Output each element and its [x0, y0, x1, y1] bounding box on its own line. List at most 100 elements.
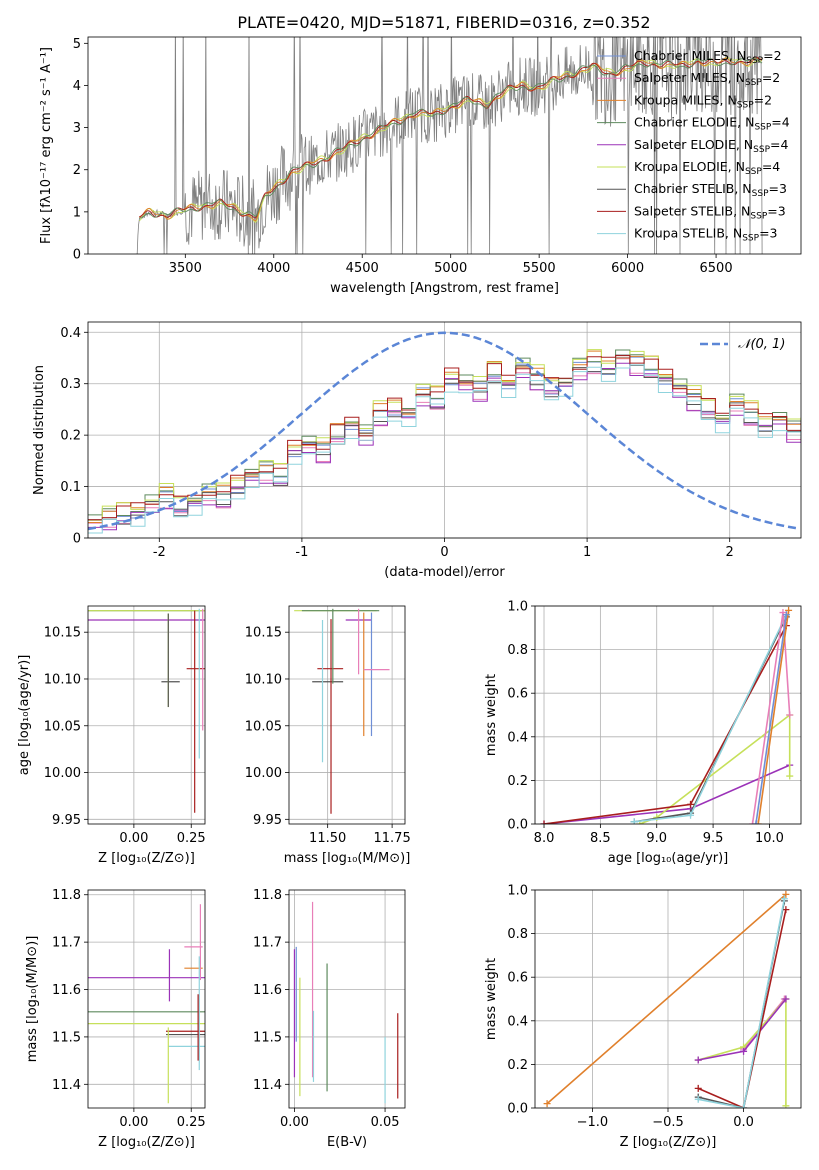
series-marker: [540, 820, 548, 824]
massweight_vs_age-panel: 8.0 8.5 9.0 9.5 10.0 0.0 0.2 0.4 0.6 0.8 1.0 age [l…: [484, 600, 802, 866]
y-tick-label: 0.6: [507, 687, 528, 702]
y-tick-label: 0.2: [60, 429, 81, 444]
x-axis-label: wavelength [Angstrom, rest frame]: [330, 281, 559, 296]
series-marker: [782, 906, 790, 914]
series-marker: [749, 820, 757, 824]
legend-entry: Chabrier ELODIE, NSSP=4: [634, 115, 790, 133]
axes-frame: [288, 605, 406, 825]
spectrum-legend: Chabrier MILES, NSSP=2 Salpeter MILES, NS…: [597, 48, 790, 244]
series-marker: [687, 800, 695, 808]
y-tick-label: 2: [73, 163, 81, 178]
x-axis-label: (data-model)/error: [384, 565, 505, 580]
y-tick-label: 11.8: [52, 888, 81, 903]
series-marker: [782, 890, 790, 898]
y-tick-label: 0.8: [507, 643, 528, 658]
legend-entry: Chabrier MILES, NSSP=2: [634, 48, 782, 66]
y-tick-label: 0.4: [60, 326, 81, 341]
y-axis-label: mass weight: [484, 674, 499, 756]
x-tick-label: -2: [153, 545, 166, 560]
y-tick-label: 0.0: [507, 818, 528, 833]
series-line-kroupa_elodie: [697, 996, 787, 1106]
histogram-step-salpeter_elodie: [88, 362, 801, 531]
y-tick-label: 1.0: [507, 884, 528, 899]
series-marker: [543, 1100, 551, 1108]
y-tick-label: 11.7: [253, 936, 282, 951]
series-line-salpeter_stelib: [543, 625, 788, 824]
series-line-salpeter_elodie: [543, 764, 791, 824]
y-tick-label: 0.0: [507, 1102, 528, 1117]
spectrum-model-line: [139, 56, 763, 219]
spectrum-data-line: [135, 37, 763, 254]
x-tick-label: 0.25: [177, 1115, 206, 1130]
y-tick-label: 3: [73, 121, 81, 136]
x-tick-label: 0.05: [371, 1115, 400, 1130]
y-tick-label: 10.00: [245, 766, 282, 781]
y-tick-label: 0.1: [60, 480, 81, 495]
y-tick-label: 0.6: [507, 971, 528, 986]
y-tick-label: 11.5: [253, 1030, 282, 1045]
legend-entry: Kroupa STELIB, NSSP=3: [634, 226, 778, 244]
residuals-panel: -2 -1 0 1 2 0 0.1 0.2 0.3 0.4 (data-model)/error No…: [32, 321, 802, 580]
figure-title: PLATE=0420, MJD=51871, FIBERID=0316, z=0…: [237, 13, 650, 32]
spectrum-model-line: [139, 57, 763, 219]
y-tick-label: 11.6: [52, 983, 81, 998]
x-tick-label: 5000: [434, 261, 467, 276]
axes-frame: [87, 36, 802, 255]
x-tick-label: 0.00: [119, 1115, 148, 1130]
series-marker: [694, 1056, 702, 1064]
histogram-step-salpeter_miles: [88, 358, 801, 528]
y-tick-label: 4: [73, 79, 81, 94]
x-axis-label: Z [log₁₀(Z/Z⊙)]: [98, 1135, 195, 1150]
x-tick-label: 4500: [346, 261, 379, 276]
y-tick-label: 10.15: [44, 626, 81, 641]
series-marker: [782, 995, 790, 1003]
series-marker: [786, 711, 794, 719]
y-axis-label: age [log₁₀(age/yr)]: [17, 655, 32, 776]
axes-frame: [534, 605, 802, 825]
legend-entry: Chabrier STELIB, NSSP=3: [634, 181, 787, 199]
x-tick-label: 6000: [611, 261, 644, 276]
histogram-step-chabrier_elodie: [88, 349, 801, 516]
x-tick-label: 9.5: [703, 831, 724, 846]
y-tick-label: 10.00: [44, 766, 81, 781]
y-tick-label: 9.95: [253, 813, 282, 828]
series-marker: [740, 1104, 748, 1108]
x-tick-label: 11.50: [309, 831, 346, 846]
y-tick-label: 0.3: [60, 377, 81, 392]
legend-entry: Kroupa MILES, NSSP=2: [634, 92, 772, 110]
x-tick-label: 11.75: [374, 831, 411, 846]
y-axis-label: mass [log₁₀(M/M⊙)]: [25, 936, 40, 1063]
y-tick-label: 11.7: [52, 936, 81, 951]
gaussian-curve: [88, 331, 799, 531]
y-tick-label: 0: [73, 248, 81, 263]
x-tick-label: 0.0: [733, 1115, 754, 1130]
series-line-kroupa_miles: [757, 610, 790, 824]
x-tick-label: 10.0: [755, 831, 784, 846]
axes-frame: [288, 889, 406, 1109]
x-tick-label: 5500: [523, 261, 556, 276]
x-tick-label: 6500: [700, 261, 733, 276]
series-marker: [694, 1084, 702, 1092]
x-tick-label: 4000: [257, 261, 290, 276]
x-axis-label: mass [log₁₀(M/M⊙)]: [284, 851, 411, 866]
series-marker: [754, 820, 762, 824]
age_vs_mass-panel: 11.50 11.75 9.95 10.00 10.05 10.10 10.15 mass […: [245, 605, 411, 866]
series-marker: [780, 895, 788, 903]
y-tick-label: 11.8: [253, 888, 282, 903]
chart-panels: 3500 4000 4500 5000 5500 6000 6500 0 1 2 3 4 5 wavele…: [17, 36, 802, 1150]
histogram-step-kroupa_miles: [88, 350, 801, 523]
y-tick-label: 9.95: [52, 813, 81, 828]
series-marker: [687, 811, 695, 819]
legend-entry: Salpeter STELIB, NSSP=3: [634, 203, 786, 221]
series-marker: [740, 1047, 748, 1055]
series-marker: [786, 772, 794, 780]
x-tick-label: 8.0: [534, 831, 555, 846]
series-line-salpeter_stelib: [697, 909, 787, 1108]
series-marker: [782, 611, 790, 619]
y-tick-label: 10.15: [245, 626, 282, 641]
series-line-chabrier_stelib: [698, 900, 786, 1108]
x-tick-label: −0.5: [652, 1115, 684, 1130]
y-tick-label: 10.05: [44, 719, 81, 734]
x-tick-label: 0: [440, 545, 448, 560]
